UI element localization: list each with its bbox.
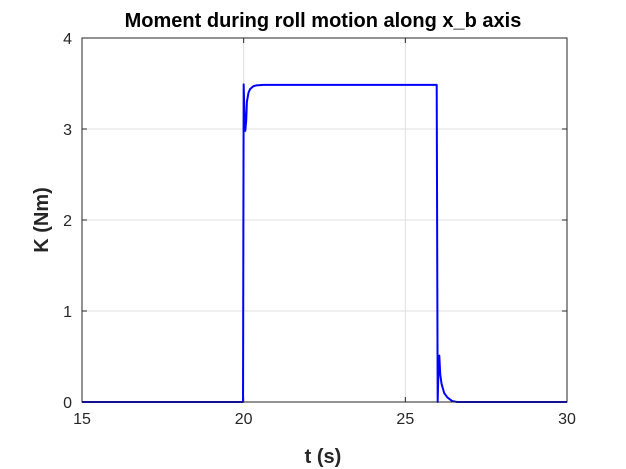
y-axis-label: K (Nm) bbox=[31, 187, 53, 253]
tick-labels: 15 20 25 30 0 1 2 3 4 bbox=[63, 31, 576, 428]
chart-title: Moment during roll motion along x_b axis bbox=[125, 10, 522, 32]
x-tick-label: 20 bbox=[235, 411, 253, 428]
data-series-line bbox=[82, 83, 567, 403]
x-tick-label: 30 bbox=[558, 411, 576, 428]
y-tick-label: 2 bbox=[63, 213, 72, 230]
grid-lines bbox=[81, 37, 568, 403]
x-tick-label: 15 bbox=[73, 411, 91, 428]
axes-box bbox=[81, 37, 568, 403]
x-axis-label: t (s) bbox=[305, 446, 342, 468]
plot-area bbox=[82, 83, 567, 403]
y-tick-label: 3 bbox=[63, 122, 72, 139]
y-tick-label: 0 bbox=[63, 395, 72, 412]
y-tick-label: 1 bbox=[63, 304, 72, 321]
y-tick-label: 4 bbox=[63, 31, 72, 48]
x-tick-label: 25 bbox=[396, 411, 414, 428]
